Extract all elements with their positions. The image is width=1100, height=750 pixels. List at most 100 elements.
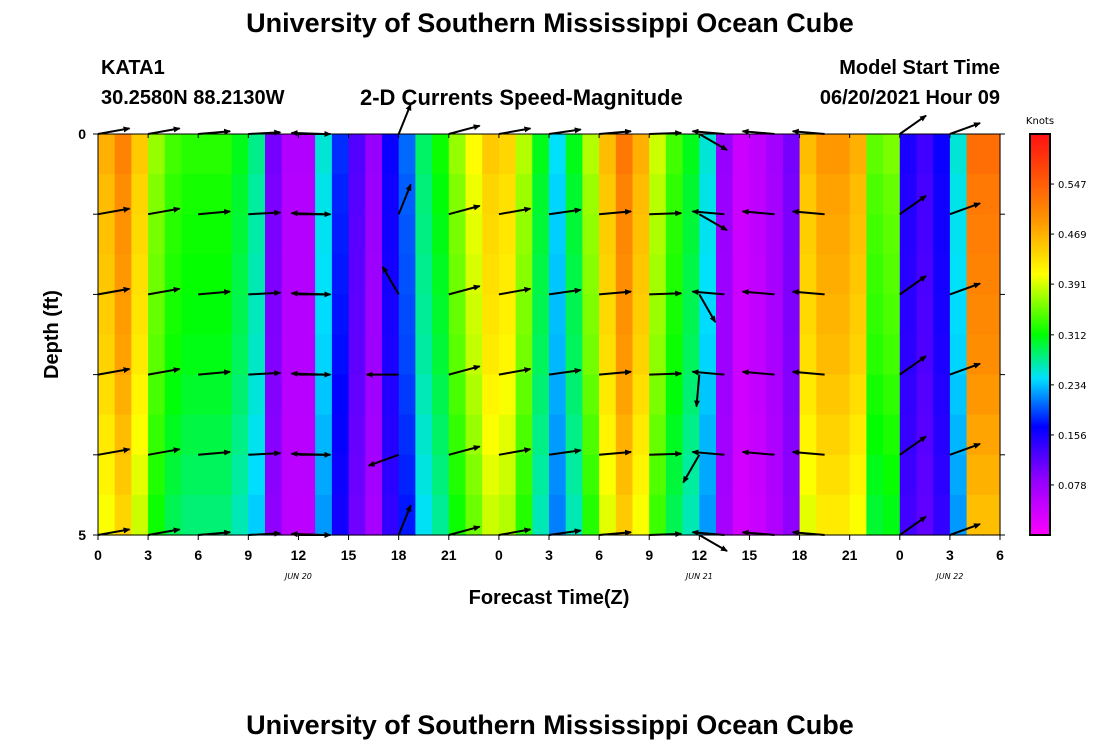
heatmap-cell bbox=[565, 214, 583, 255]
heatmap-cell bbox=[348, 334, 366, 376]
heatmap-cell bbox=[699, 254, 717, 295]
current-vector bbox=[791, 449, 825, 456]
heatmap-cell bbox=[883, 214, 901, 255]
heatmap-cell bbox=[148, 294, 166, 336]
heatmap-cell bbox=[716, 214, 734, 255]
heatmap-cell bbox=[849, 494, 867, 536]
heatmap-cell bbox=[833, 494, 851, 536]
heatmap-cell bbox=[348, 494, 366, 536]
heatmap-cell bbox=[214, 294, 233, 336]
heatmap-cell bbox=[732, 174, 750, 215]
heatmap-cell bbox=[281, 214, 299, 255]
heatmap-cell bbox=[515, 334, 533, 376]
heatmap-cell bbox=[181, 414, 199, 456]
heatmap-cell bbox=[515, 494, 533, 536]
heatmap-cell bbox=[549, 214, 567, 255]
current-vector bbox=[649, 210, 683, 217]
heatmap-cell bbox=[231, 134, 249, 175]
heatmap-cell bbox=[448, 494, 467, 536]
heatmap-cell bbox=[665, 254, 684, 295]
heatmap-cell bbox=[615, 334, 634, 376]
heatmap-cell bbox=[348, 294, 366, 336]
heatmap-cell bbox=[482, 254, 500, 295]
heatmap-cell bbox=[348, 174, 366, 215]
heatmap-cell bbox=[866, 294, 884, 336]
heatmap-cell bbox=[549, 494, 567, 536]
heatmap-cell bbox=[398, 134, 416, 175]
heatmap-cell bbox=[214, 454, 233, 496]
heatmap-cell bbox=[231, 454, 249, 496]
heatmap-cell bbox=[799, 214, 817, 255]
current-vector bbox=[97, 286, 131, 296]
heatmap-cell bbox=[331, 214, 350, 255]
heatmap-cell bbox=[298, 134, 316, 175]
heatmap-cell bbox=[331, 374, 350, 416]
heatmap-cell bbox=[515, 294, 533, 336]
heatmap-cell bbox=[665, 334, 684, 376]
heatmap-cell bbox=[933, 254, 951, 295]
x-tick-label: 15 bbox=[742, 547, 758, 563]
heatmap-cell bbox=[899, 294, 918, 336]
x-tick-label: 6 bbox=[996, 547, 1004, 563]
heatmap-cell bbox=[281, 174, 299, 215]
heatmap-cell bbox=[649, 134, 667, 175]
heatmap-cell bbox=[766, 294, 784, 336]
heatmap-cell bbox=[348, 134, 366, 175]
heatmap-cell bbox=[949, 294, 968, 336]
heatmap-cell bbox=[615, 134, 634, 175]
heatmap-cell bbox=[298, 254, 316, 295]
current-vector bbox=[290, 290, 324, 297]
heatmap-cell bbox=[148, 334, 166, 376]
heatmap-cell bbox=[699, 454, 717, 496]
x-tick-label: 12 bbox=[291, 547, 307, 563]
heatmap-cell bbox=[732, 334, 750, 376]
heatmap-cell bbox=[599, 134, 617, 175]
current-vector bbox=[147, 206, 181, 216]
heatmap-cell bbox=[281, 334, 299, 376]
heatmap-cell bbox=[699, 134, 717, 175]
heatmap-cell bbox=[966, 334, 984, 376]
heatmap-cell bbox=[849, 134, 867, 175]
heatmap-cell bbox=[816, 414, 834, 456]
heatmap-cell bbox=[899, 134, 918, 175]
heatmap-cell bbox=[532, 174, 550, 215]
heatmap-cell bbox=[699, 374, 717, 416]
current-vector bbox=[548, 207, 582, 216]
heatmap-cell bbox=[532, 414, 550, 456]
heatmap-cell bbox=[515, 454, 533, 496]
heatmap-cell bbox=[816, 254, 834, 295]
current-vector bbox=[198, 369, 232, 376]
heatmap-cell bbox=[632, 174, 650, 215]
current-vector bbox=[949, 282, 981, 296]
current-vector bbox=[649, 450, 683, 457]
heatmap-cell bbox=[131, 254, 149, 295]
heatmap-cell bbox=[265, 174, 283, 215]
heatmap-cell bbox=[415, 374, 433, 416]
heatmap-cell bbox=[265, 294, 283, 336]
heatmap-cell bbox=[348, 214, 366, 255]
heatmap-cell bbox=[766, 334, 784, 376]
heatmap-cell bbox=[148, 454, 166, 496]
colorbar-tick-label: 0.547 bbox=[1058, 180, 1087, 191]
heatmap-cell bbox=[148, 174, 166, 215]
heatmap-cell bbox=[164, 374, 183, 416]
heatmap-cell bbox=[699, 494, 717, 536]
heatmap-cell bbox=[849, 174, 867, 215]
heatmap-cell bbox=[331, 414, 350, 456]
heatmap-cell bbox=[949, 214, 968, 255]
current-vector bbox=[741, 208, 775, 216]
heatmap-cell bbox=[315, 174, 333, 215]
x-tick-label: 15 bbox=[341, 547, 357, 563]
current-vector bbox=[97, 527, 131, 536]
heatmap-cell bbox=[949, 494, 968, 536]
heatmap-cell bbox=[916, 454, 934, 496]
product-title: 2-D Currents Speed-Magnitude bbox=[360, 85, 683, 110]
heatmap-cell bbox=[782, 214, 801, 255]
current-vector bbox=[698, 213, 728, 232]
current-vector bbox=[248, 450, 282, 457]
heatmap-cell bbox=[916, 214, 934, 255]
heatmap-cell bbox=[382, 414, 400, 456]
heatmap-cell bbox=[649, 294, 667, 336]
heatmap-cell bbox=[615, 214, 634, 255]
heatmap-cell bbox=[398, 214, 416, 255]
